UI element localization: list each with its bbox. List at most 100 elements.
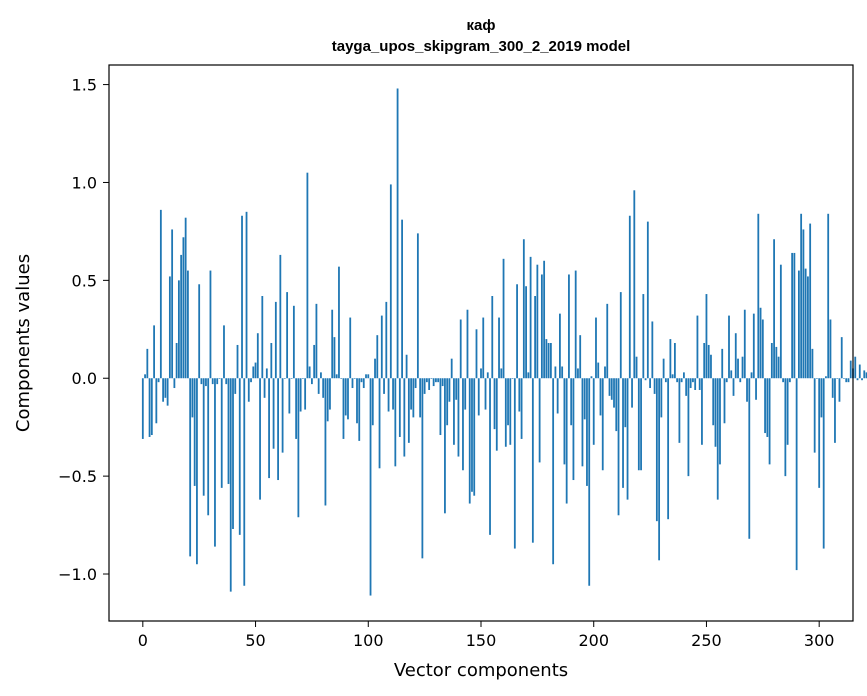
bar-314 — [849, 360, 852, 379]
bar-250 — [705, 294, 708, 379]
bar-290 — [795, 378, 798, 571]
bar-244 — [692, 378, 694, 383]
bar-157 — [495, 378, 498, 451]
bar-132 — [439, 378, 442, 436]
bar-186 — [561, 366, 564, 379]
bar-57 — [270, 343, 273, 379]
bar-234 — [669, 339, 672, 379]
bar-227 — [653, 378, 656, 394]
bar-15 — [175, 343, 178, 379]
bar-277 — [766, 378, 769, 437]
bar-18 — [182, 237, 185, 379]
bar-172 — [529, 256, 532, 379]
bar-225 — [649, 378, 651, 389]
bar-291 — [797, 270, 800, 379]
bar-60 — [277, 378, 279, 481]
bar-71 — [301, 378, 304, 379]
bar-275 — [761, 319, 764, 379]
bar-302 — [822, 378, 825, 549]
bar-45 — [243, 378, 246, 586]
bar-200 — [592, 378, 595, 445]
bar-300 — [818, 378, 821, 488]
bar-226 — [651, 321, 654, 379]
bar-292 — [800, 213, 803, 379]
bar-220 — [637, 378, 640, 471]
bar-321 — [865, 372, 867, 379]
bar-312 — [845, 378, 848, 383]
bar-246 — [696, 315, 699, 379]
bar-161 — [504, 378, 507, 447]
bar-86 — [335, 374, 338, 379]
bar-35 — [220, 378, 223, 488]
chart-subtitle: tayga_upos_skipgram_300_2_2019 model — [332, 38, 631, 55]
bar-311 — [843, 378, 845, 379]
bar-17 — [180, 254, 183, 379]
bar-197 — [586, 378, 588, 486]
bar-307 — [834, 378, 836, 443]
bar-47 — [247, 378, 250, 402]
bar-135 — [446, 378, 449, 426]
bar-306 — [831, 378, 834, 398]
bar-38 — [227, 378, 230, 484]
bar-287 — [788, 378, 791, 383]
bar-242 — [687, 378, 690, 477]
bar-187 — [563, 378, 566, 465]
bar-88 — [340, 378, 343, 379]
bar-296 — [809, 223, 812, 379]
bar-279 — [770, 343, 773, 379]
bar-229 — [658, 378, 661, 561]
bar-190 — [570, 378, 573, 426]
bar-23 — [193, 378, 196, 486]
bar-136 — [448, 378, 451, 402]
bar-9 — [162, 378, 165, 402]
bar-182 — [552, 378, 555, 565]
bar-68 — [295, 378, 298, 439]
bar-231 — [662, 358, 665, 379]
bar-237 — [676, 378, 679, 383]
bar-25 — [198, 284, 201, 379]
bar-156 — [493, 378, 496, 430]
bar-134 — [444, 378, 446, 514]
bar-14 — [173, 378, 176, 389]
bar-318 — [858, 364, 861, 379]
bar-293 — [802, 229, 805, 379]
bar-55 — [265, 368, 268, 379]
bar-16 — [177, 280, 180, 379]
bar-217 — [631, 378, 633, 408]
bar-77 — [315, 303, 318, 379]
bar-115 — [401, 219, 403, 379]
bar-105 — [378, 378, 381, 469]
bar-152 — [484, 378, 487, 410]
bar-283 — [779, 264, 782, 379]
bar-178 — [543, 260, 546, 379]
bar-66 — [290, 378, 293, 379]
bar-74 — [308, 366, 311, 379]
bar-162 — [507, 378, 509, 426]
bar-254 — [714, 378, 717, 447]
bar-1 — [144, 374, 146, 379]
bar-34 — [218, 378, 221, 379]
bar-131 — [437, 378, 440, 383]
bar-259 — [725, 378, 728, 383]
bar-0 — [141, 378, 144, 439]
bar-273 — [757, 213, 760, 379]
bar-199 — [590, 376, 593, 379]
bar-181 — [549, 343, 552, 379]
bar-215 — [626, 378, 629, 500]
bar-4 — [150, 378, 153, 436]
bar-79 — [320, 372, 322, 379]
y-tick-label: 1.0 — [72, 173, 97, 192]
bar-102 — [371, 378, 374, 426]
bar-210 — [615, 378, 618, 432]
bar-94 — [353, 378, 356, 379]
bar-49 — [252, 366, 255, 379]
bar-204 — [601, 378, 604, 471]
bar-214 — [624, 378, 627, 428]
bar-195 — [581, 378, 584, 467]
bar-91 — [347, 378, 349, 420]
bar-109 — [387, 378, 390, 412]
bar-164 — [511, 378, 514, 379]
bar-90 — [344, 378, 347, 416]
bar-145 — [468, 378, 471, 504]
bar-75 — [311, 378, 313, 385]
